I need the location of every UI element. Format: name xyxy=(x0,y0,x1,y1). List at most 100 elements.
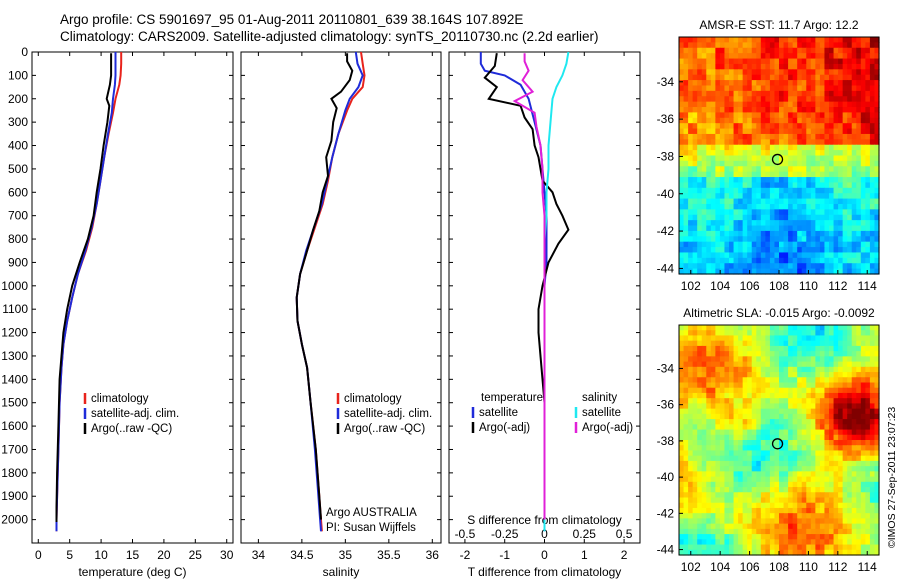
sst-map-cell xyxy=(788,112,794,119)
sst-map-cell xyxy=(792,144,798,151)
sla-map-cell xyxy=(824,429,830,436)
sla-map-cell xyxy=(842,335,848,342)
sst-map-cell xyxy=(833,37,839,43)
sst-map-cell xyxy=(865,128,871,135)
sst-map-cell xyxy=(792,47,798,54)
sla-map-cell xyxy=(792,413,798,420)
sla-map-cell xyxy=(742,387,748,394)
sst-map-cell xyxy=(819,139,826,146)
sst-map-cell xyxy=(679,177,685,184)
sst-map-cell xyxy=(706,150,712,157)
sst-map-cell xyxy=(719,220,726,227)
sst-map-cell xyxy=(851,230,857,237)
sst-map-cell xyxy=(842,117,848,124)
sst-map-cell xyxy=(724,96,730,103)
sla-map-cell xyxy=(765,471,771,478)
sla-map-cell xyxy=(874,408,880,415)
sst-map-cell xyxy=(738,257,744,264)
sla-map-cell xyxy=(824,507,830,514)
sst-map-cell xyxy=(701,236,707,243)
sst-map-cell xyxy=(788,225,794,232)
sst-map-cell xyxy=(838,112,844,119)
sst-map-cell xyxy=(797,198,803,205)
sst-map-cell xyxy=(769,90,776,97)
sst-map-cell xyxy=(874,144,880,151)
sst-map-cell xyxy=(710,241,716,248)
sst-map-cell xyxy=(688,69,694,76)
sla-map-cell xyxy=(751,460,757,467)
sst-map-cell xyxy=(797,203,803,210)
sst-map-cell xyxy=(779,47,785,54)
sla-map-cell xyxy=(688,340,694,347)
sla-map-cell xyxy=(824,434,830,441)
sst-map-cell xyxy=(824,80,830,87)
sla-map-cell xyxy=(756,440,762,446)
sla-map-cell xyxy=(765,398,771,405)
sst-map-cell xyxy=(692,171,698,178)
sla-map-cell xyxy=(856,366,862,373)
sla-map-cell xyxy=(801,481,807,488)
sst-map-cell xyxy=(851,193,857,200)
sla-map-cell xyxy=(688,403,694,410)
sst-map-cell xyxy=(756,80,762,87)
sst-map-cell xyxy=(829,177,835,184)
sst-map-cell xyxy=(792,150,798,157)
sst-map-cell xyxy=(824,166,830,173)
sla-map-cell xyxy=(756,345,762,352)
sst-map-cell xyxy=(697,155,703,162)
sla-map-cell xyxy=(729,351,735,357)
sst-map-cell xyxy=(788,74,794,81)
sst-map-cell xyxy=(819,101,826,108)
sst-map-cell xyxy=(779,117,785,124)
sla-map-cell xyxy=(733,471,739,478)
sst-map-cell xyxy=(783,96,789,103)
salinity-legend-entry: Argo(..raw -QC) xyxy=(344,423,425,435)
sla-map-cell xyxy=(706,361,712,368)
sst-map-cell xyxy=(760,214,766,221)
sst-map-cell xyxy=(701,160,707,167)
sla-map-cell xyxy=(783,330,789,337)
sla-map-cell xyxy=(688,450,694,457)
sla-map-cell xyxy=(797,408,803,415)
sla-map-cell xyxy=(751,351,757,357)
sst-map-cell xyxy=(742,117,748,124)
sst-map-cell xyxy=(865,203,871,210)
sst-map-cell xyxy=(865,112,871,119)
sst-map-cell xyxy=(847,160,853,167)
sla-map-cell xyxy=(733,340,739,347)
sst-map-cell xyxy=(856,96,862,103)
sla-map-cell xyxy=(779,507,785,514)
sla-map-cell xyxy=(719,460,726,467)
sla-map-cell xyxy=(688,440,694,446)
sla-map-cell xyxy=(851,335,857,342)
sla-map-cell xyxy=(788,366,794,373)
sla-map-cell xyxy=(842,424,848,431)
salinity-x-tick-label: 34.5 xyxy=(290,548,314,562)
sst-map-cell xyxy=(756,257,762,264)
sla-map-cell xyxy=(783,497,789,504)
sla-map-cell xyxy=(797,345,803,352)
sla-map-cell xyxy=(765,361,771,368)
sla-map-cell xyxy=(701,330,707,337)
sla-map-cell xyxy=(874,356,880,363)
sla-map-cell xyxy=(838,377,844,384)
sla-map-cell xyxy=(810,413,816,420)
sst-map-cell xyxy=(733,85,739,92)
sla-map-cell xyxy=(865,356,871,363)
sst-map-cell xyxy=(792,139,798,146)
sst-map-cell xyxy=(842,112,848,119)
sla-map-cell xyxy=(851,481,857,488)
sla-map-cell xyxy=(788,382,794,389)
sla-map-cell xyxy=(715,361,721,368)
sst-map-cell xyxy=(869,128,876,135)
sst-map-cell xyxy=(851,209,857,216)
sst-map-cell xyxy=(779,53,785,60)
sst-map-cell xyxy=(760,150,766,157)
sla-map-cell xyxy=(679,518,685,525)
sst-map-cell xyxy=(842,171,848,178)
sst-map-cell xyxy=(697,247,703,254)
sst-map-cell xyxy=(715,257,721,264)
sst-map-cell xyxy=(719,252,726,259)
sst-map-cell xyxy=(765,225,771,232)
sst-map-cell xyxy=(779,203,785,210)
